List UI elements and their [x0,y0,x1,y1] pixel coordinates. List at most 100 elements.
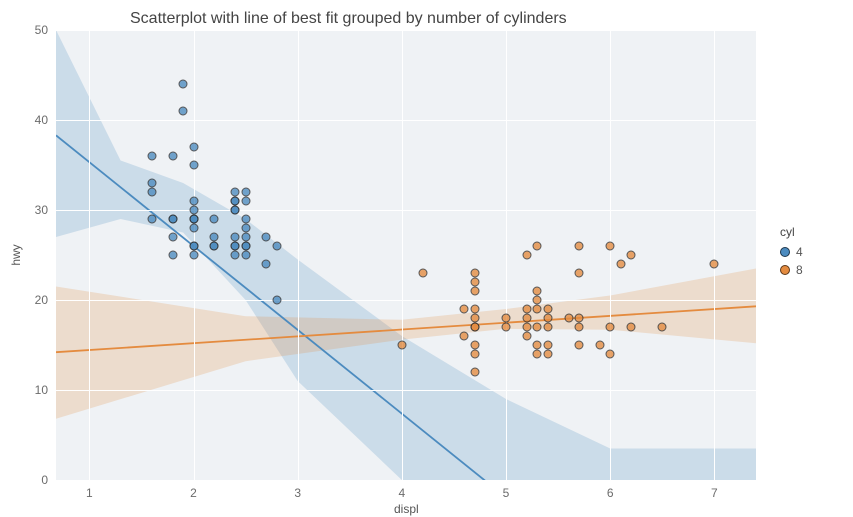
legend-label: 8 [796,263,803,277]
x-tick-label: 1 [86,486,93,500]
data-point [606,323,615,332]
data-point [574,269,583,278]
legend-label: 4 [796,245,803,259]
data-point [522,323,531,332]
data-point [460,305,469,314]
legend-item: 8 [780,263,803,277]
data-point [231,242,240,251]
y-tick-label: 40 [35,113,48,127]
data-point [189,161,198,170]
data-point [574,242,583,251]
data-point [231,251,240,260]
data-point [470,314,479,323]
data-point [189,206,198,215]
data-point [533,242,542,251]
data-point [533,305,542,314]
data-point [168,233,177,242]
data-point [574,323,583,332]
data-point [502,314,511,323]
data-point [241,242,250,251]
x-tick-label: 6 [607,486,614,500]
data-point [189,215,198,224]
data-point [595,341,604,350]
data-point [470,305,479,314]
data-point [272,242,281,251]
data-point [241,215,250,224]
data-point [241,251,250,260]
data-point [533,323,542,332]
data-point [262,260,271,269]
x-tick-label: 2 [190,486,197,500]
legend-swatch [780,265,790,275]
ci-band [56,30,756,480]
data-point [147,215,156,224]
chart-title: Scatterplot with line of best fit groupe… [130,10,567,28]
data-point [272,296,281,305]
data-point [470,350,479,359]
data-point [210,215,219,224]
x-tick-label: 5 [503,486,510,500]
data-point [574,314,583,323]
data-point [470,323,479,332]
data-point [606,242,615,251]
data-point [543,305,552,314]
data-point [179,80,188,89]
y-tick-label: 0 [41,473,48,487]
data-point [168,215,177,224]
data-point [189,251,198,260]
data-point [533,296,542,305]
data-point [606,350,615,359]
y-tick-label: 50 [35,23,48,37]
legend-title: cyl [780,225,803,239]
data-point [460,332,469,341]
data-point [168,251,177,260]
data-point [189,143,198,152]
data-point [470,368,479,377]
data-point [147,188,156,197]
data-point [574,341,583,350]
data-point [231,188,240,197]
data-point [147,179,156,188]
data-point [543,314,552,323]
y-axis-label: hwy [9,244,23,265]
data-point [533,341,542,350]
data-point [189,224,198,233]
data-point [147,152,156,161]
x-tick-label: 7 [711,486,718,500]
data-point [189,197,198,206]
data-point [522,332,531,341]
x-axis-label: displ [394,502,419,516]
data-point [210,242,219,251]
data-point [470,341,479,350]
data-point [543,323,552,332]
data-point [231,197,240,206]
data-point [533,287,542,296]
data-point [231,206,240,215]
data-point [179,107,188,116]
y-tick-label: 10 [35,383,48,397]
y-tick-label: 20 [35,293,48,307]
data-point [418,269,427,278]
data-point [241,188,250,197]
data-point [262,233,271,242]
data-point [658,323,667,332]
data-point [627,323,636,332]
data-point [543,350,552,359]
data-point [168,152,177,161]
y-tick-label: 30 [35,203,48,217]
data-point [241,197,250,206]
data-point [397,341,406,350]
data-point [189,242,198,251]
x-tick-label: 4 [398,486,405,500]
data-point [241,233,250,242]
regression-line [56,135,756,480]
data-point [470,287,479,296]
data-point [502,323,511,332]
data-point [522,314,531,323]
data-point [522,305,531,314]
data-point [533,350,542,359]
data-point [470,278,479,287]
scatter-chart: Scatterplot with line of best fit groupe… [0,0,853,517]
plot-area: 123456701020304050 [56,30,756,480]
data-point [627,251,636,260]
